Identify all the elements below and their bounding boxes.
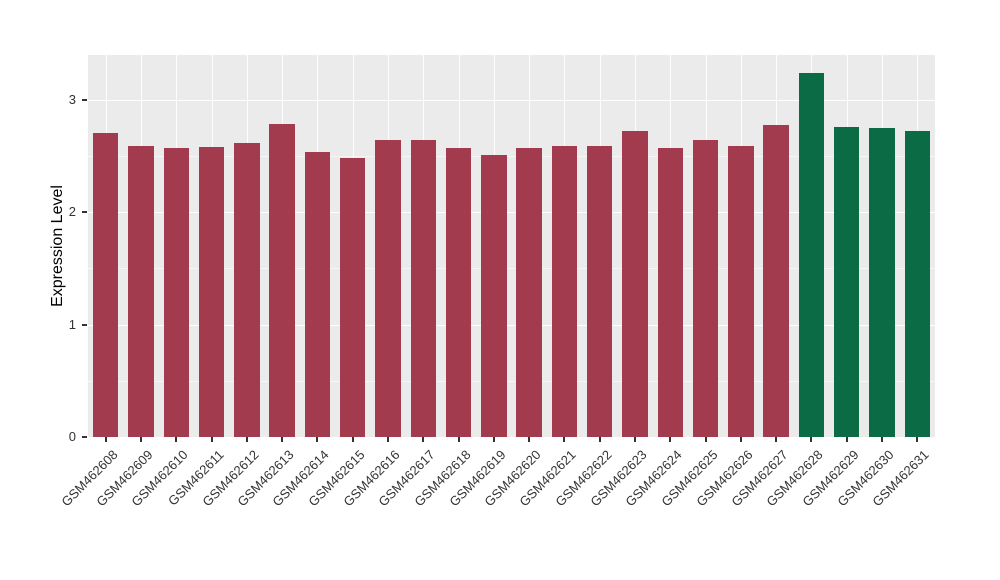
x-tick-label: GSM462618 (410, 447, 474, 510)
bar-GSM462619 (481, 155, 507, 437)
minor-gridline (88, 380, 935, 382)
bar-GSM462630 (869, 128, 895, 437)
x-tick-label: GSM462608 (58, 447, 121, 510)
bar-GSM462614 (304, 151, 331, 437)
x-tick-label: GSM462613 (234, 447, 297, 510)
x-tick-label: GSM462615 (305, 447, 368, 510)
bar-GSM462617 (410, 140, 436, 437)
bar-GSM462621 (551, 146, 578, 437)
x-tick-label: GSM462631 (869, 447, 932, 510)
x-tick-label: GSM462625 (657, 447, 721, 510)
bar-GSM462623 (622, 131, 648, 437)
y-tick-mark (82, 211, 87, 214)
x-tick-label: GSM462609 (93, 447, 156, 510)
y-axis-title: Expression Level (49, 185, 66, 307)
bar-GSM462624 (657, 148, 683, 437)
y-tick-label: 3 (68, 91, 76, 107)
major-gridline (88, 99, 935, 101)
bar-GSM462629 (834, 126, 860, 437)
x-tick-label: GSM462623 (587, 447, 650, 510)
x-tick-label: GSM462626 (693, 447, 756, 510)
x-tick-label: GSM462614 (269, 447, 332, 510)
minor-gridline (88, 156, 935, 158)
bar-GSM462622 (587, 146, 613, 437)
bar-GSM462627 (763, 124, 789, 437)
plot-area (88, 55, 935, 438)
x-tick-label: GSM462629 (799, 447, 862, 510)
x-tick-label: GSM462621 (516, 447, 580, 510)
bar-GSM462608 (92, 132, 119, 437)
bar-GSM462615 (339, 158, 366, 437)
y-tick-mark (82, 98, 87, 101)
major-gridline (88, 212, 935, 214)
bar-GSM462628 (798, 72, 825, 437)
x-tick-label: GSM462627 (728, 447, 791, 510)
y-tick-label: 0 (68, 429, 76, 444)
x-tick-label: GSM462612 (199, 447, 262, 510)
x-tick-label: GSM462624 (622, 447, 685, 510)
x-tick-label: GSM462619 (446, 447, 509, 510)
bar-GSM462610 (163, 148, 189, 437)
x-tick-label: GSM462617 (375, 447, 438, 510)
x-tick-label: GSM462628 (763, 447, 827, 510)
bar-GSM462626 (728, 146, 754, 437)
bar-GSM462609 (128, 146, 154, 437)
bar-GSM462618 (445, 148, 472, 437)
bar-GSM462620 (516, 148, 542, 437)
major-gridline (88, 324, 935, 326)
y-tick-label: 1 (68, 316, 76, 332)
y-tick-mark (82, 323, 87, 326)
x-tick-label: GSM462611 (164, 447, 227, 509)
bar-GSM462611 (198, 147, 225, 437)
major-gridline (88, 437, 935, 438)
bar-GSM462613 (269, 123, 295, 437)
bar-GSM462631 (904, 131, 931, 437)
y-tick-mark (82, 436, 87, 438)
x-tick-label: GSM462610 (128, 447, 191, 510)
x-tick-label: GSM462616 (340, 447, 403, 510)
bar-GSM462616 (375, 140, 401, 437)
x-tick-label: GSM462622 (552, 447, 615, 510)
x-tick-label: GSM462630 (834, 447, 897, 510)
bar-GSM462625 (692, 140, 719, 437)
x-tick-label: GSM462620 (481, 447, 544, 510)
bar-GSM462612 (234, 142, 260, 437)
minor-gridline (88, 268, 935, 270)
